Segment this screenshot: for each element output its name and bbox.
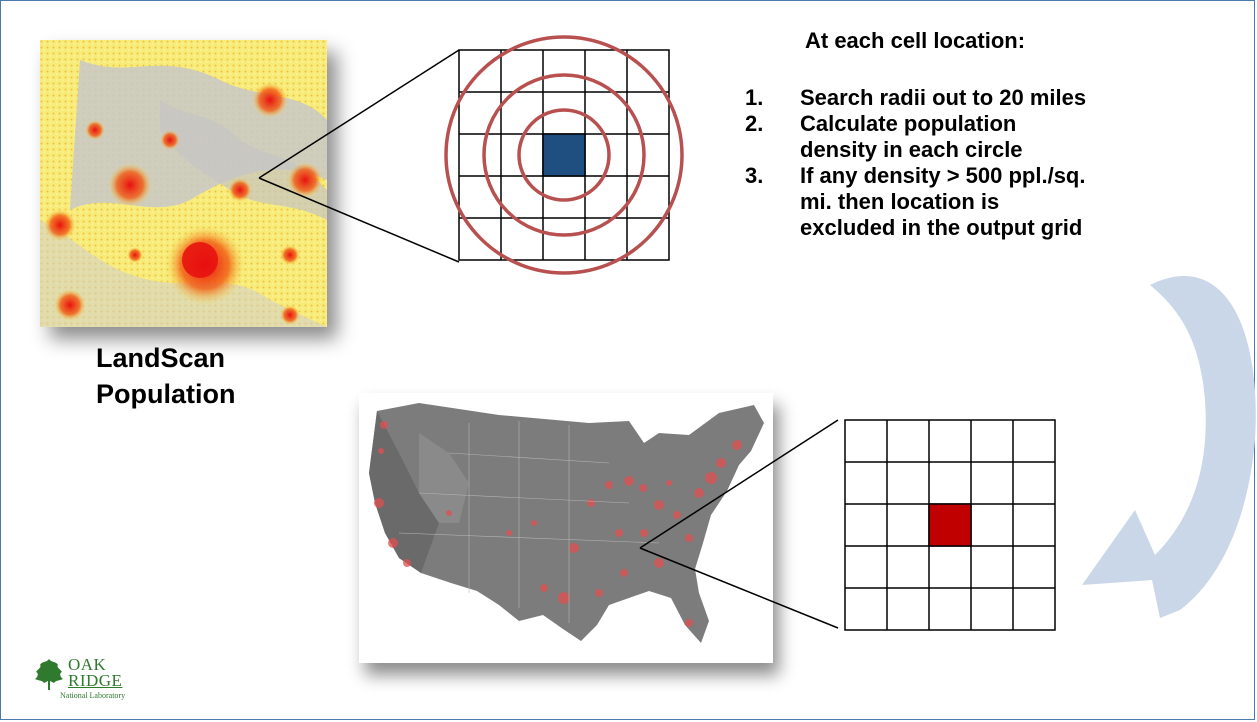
zoom-line — [639, 547, 839, 629]
step-text-line: density in each circle — [800, 137, 1023, 162]
step-text-line: Search radii out to 20 miles — [800, 85, 1087, 110]
landscan-caption: LandScan Population — [96, 340, 316, 412]
us-output-map-image — [359, 393, 773, 663]
step-text-line: mi. then location is — [800, 189, 1000, 214]
output-center-cell — [928, 503, 972, 547]
zoom-line — [258, 49, 460, 179]
step-text-line: excluded in the output grid — [800, 215, 1083, 240]
search-radii-circles — [444, 35, 684, 275]
caption-line-2: Population — [96, 379, 236, 409]
steps-heading: At each cell location: — [805, 28, 1026, 53]
step-item: 3. If any density > 500 ppl./sq. mi. the… — [745, 163, 1165, 241]
zoom-line — [258, 177, 460, 263]
step-item: 1. Search radii out to 20 miles — [745, 85, 1165, 111]
zoom-line — [639, 419, 839, 549]
oak-ridge-logo: OAK RIDGE National Laboratory — [32, 655, 142, 710]
step-number: 1. — [745, 85, 764, 110]
landscan-population-image — [40, 40, 327, 327]
step-item: 2. Calculate population density in each … — [745, 111, 1165, 163]
step-number: 3. — [745, 163, 764, 188]
step-text-line: If any density > 500 ppl./sq. — [800, 163, 1086, 188]
logo-subtitle: National Laboratory — [60, 691, 126, 700]
step-number: 2. — [745, 111, 764, 136]
steps-list: 1. Search radii out to 20 miles 2. Calcu… — [745, 85, 1165, 241]
logo-text-ridge: RIDGE — [68, 671, 123, 690]
logo-text-oak: OAK — [68, 655, 107, 674]
caption-line-1: LandScan — [96, 343, 226, 373]
step-text-line: Calculate population — [800, 111, 1017, 136]
input-center-cell — [542, 133, 586, 177]
curved-arrow — [1082, 275, 1256, 618]
oak-leaf-icon — [35, 659, 63, 690]
